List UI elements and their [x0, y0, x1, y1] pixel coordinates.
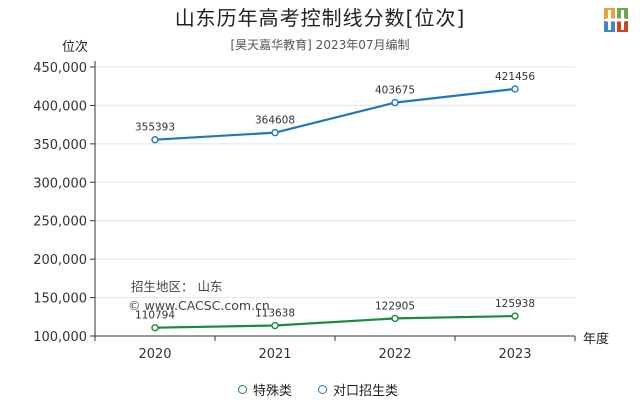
y-tick-label: 300,000: [33, 176, 87, 191]
series-line: [154, 87, 516, 141]
data-point: [151, 324, 159, 332]
data-label: 122905: [375, 300, 415, 312]
y-axis-label: 位次: [62, 40, 89, 55]
data-point: [391, 98, 399, 107]
x-axis-label: 年度: [583, 332, 610, 347]
data-point: [151, 136, 159, 144]
data-label: 110794: [135, 310, 175, 322]
chart-subtitle: [昊天嘉华教育] 2023年07月编制: [230, 38, 410, 52]
y-tick-label: 150,000: [33, 292, 87, 307]
x-tick-label: 2021: [258, 347, 291, 362]
data-point: [511, 85, 519, 93]
y-tick-label: 250,000: [33, 215, 87, 230]
data-label: 364608: [255, 115, 295, 127]
logo-icon: [604, 8, 628, 32]
y-tick-label: 350,000: [33, 138, 87, 153]
legend-marker-vocational: [318, 385, 327, 394]
data-label: 403675: [375, 85, 415, 97]
region-note: 招生地区： 山东: [131, 279, 223, 294]
y-tick-label: 450,000: [33, 61, 87, 76]
data-point: [271, 128, 279, 137]
data-point: [391, 314, 399, 323]
series-line: [154, 314, 516, 329]
legend-label-special: 特殊类: [253, 384, 293, 399]
data-label: 125938: [495, 298, 535, 310]
legend-item-special[interactable]: 特殊类: [238, 380, 292, 399]
x-tick-label: 2022: [378, 347, 411, 362]
legend-marker-special: [238, 385, 247, 394]
legend-item-vocational[interactable]: 对口招生类: [318, 380, 398, 399]
data-point: [511, 312, 519, 320]
data-label: 113638: [255, 308, 295, 320]
y-tick-label: 100,000: [33, 330, 87, 345]
y-tick-label: 200,000: [33, 253, 87, 268]
watermark-note: © www.CACSC.com.cn: [128, 298, 270, 313]
legend: 特殊类 对口招生类: [0, 380, 640, 400]
chart-title: 山东历年高考控制线分数[位次]: [174, 6, 466, 30]
data-point: [271, 321, 279, 330]
legend-label-vocational: 对口招生类: [333, 384, 399, 399]
x-tick-label: 2023: [498, 347, 531, 362]
x-tick-label: 2020: [138, 347, 171, 362]
data-label: 355393: [135, 122, 175, 134]
data-label: 421456: [495, 71, 535, 83]
y-tick-label: 400,000: [33, 99, 87, 114]
